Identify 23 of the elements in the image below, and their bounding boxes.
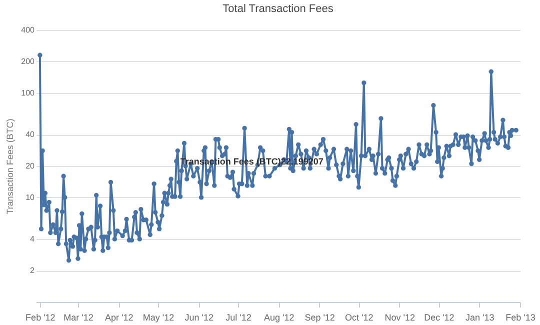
- y-tick-label: 4: [30, 234, 36, 244]
- x-tick-label: Jan '13: [465, 312, 494, 322]
- y-tick-label: 2: [30, 266, 36, 276]
- x-tick-label: Jun '12: [184, 312, 214, 322]
- y-tick-label: 40: [26, 130, 36, 140]
- y-tick-label: 20: [26, 162, 36, 170]
- x-tick-label: Dec '12: [424, 312, 454, 322]
- x-tick-label: Apr '12: [105, 312, 134, 322]
- y-axis-title: Transaction Fees (BTC): [5, 118, 16, 214]
- x-tick-label: Feb '12: [26, 312, 56, 322]
- chart-title: Total Transaction Fees: [222, 3, 334, 15]
- x-tick-label: Nov '12: [384, 312, 415, 322]
- y-tick-label: 400: [21, 26, 36, 34]
- x-tick-label: Mar '12: [64, 312, 94, 322]
- x-tick-label: Oct '12: [345, 312, 374, 322]
- x-tick-label: Feb '13: [506, 312, 536, 322]
- x-tick-label: Sep '12: [304, 312, 335, 322]
- x-tick-label: May '12: [142, 312, 174, 322]
- y-tick-label: 10: [26, 192, 36, 202]
- x-tick-label: Jul '12: [226, 312, 252, 322]
- y-tick-label: 200: [21, 56, 36, 66]
- y-tick-label: 100: [21, 88, 36, 98]
- x-tick-label: Aug '12: [264, 312, 294, 322]
